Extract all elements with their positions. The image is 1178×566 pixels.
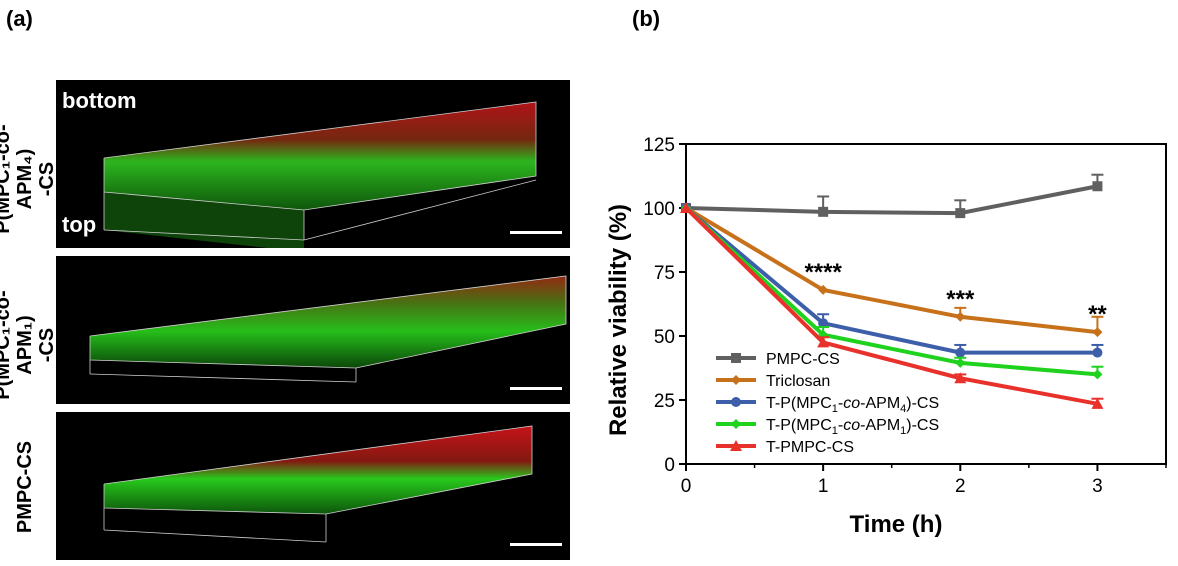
legend-swatch-marker [731, 397, 741, 407]
legend-swatch-marker [731, 353, 741, 363]
x-tick-label: 2 [955, 476, 966, 497]
y-tick-label: 75 [654, 263, 675, 284]
series-layer [680, 173, 1104, 409]
data-point [955, 208, 966, 219]
confocal-image-1: bottom top [56, 80, 570, 248]
y-axis-title: Relative viability (%) [605, 204, 632, 436]
data-point [1092, 347, 1103, 358]
series-0 [681, 173, 1104, 219]
confocal-render-3 [103, 425, 533, 543]
series-1 [681, 203, 1104, 338]
legend-text: - [838, 395, 843, 412]
legend-item-1: Triclosan [716, 373, 830, 390]
data-point [817, 336, 830, 348]
data-point [1092, 181, 1103, 192]
legend-text: T-P(MPC [766, 417, 832, 434]
significance-annotations: ********* [804, 259, 1107, 328]
legend-text: - [838, 417, 843, 434]
row-1-label-line2: -CS [36, 161, 58, 197]
legend-label: T-P(MPC1-co-APM4)-CS [766, 395, 939, 415]
panel-a-label: (a) [6, 6, 33, 31]
y-tick-label: 0 [664, 455, 675, 476]
orientation-label-bottom: bottom [62, 88, 137, 113]
x-tick-label: 1 [818, 476, 829, 497]
row-3-label-line1: PMPC-CS [14, 440, 36, 534]
x-tick-label: 0 [681, 476, 692, 497]
legend-text: )-CS [906, 395, 939, 412]
legend-text: -APM [860, 417, 900, 434]
legend-subscript: 4 [900, 403, 906, 415]
plot-frame [685, 143, 1167, 465]
legend-swatch-marker [731, 419, 741, 429]
significance-label: *** [946, 286, 975, 313]
legend-text: Triclosan [766, 373, 830, 390]
legend-text-italic: co [843, 395, 860, 412]
orientation-label-top: top [62, 212, 97, 237]
axis-ticks: 0 25 50 75 100 125 0 1 2 3 [643, 135, 1167, 497]
series-4 [680, 202, 1104, 409]
data-point [955, 357, 966, 368]
data-point [818, 206, 829, 217]
y-tick-label: 25 [654, 391, 675, 412]
legend-subscript: 1 [832, 403, 838, 415]
row-1-label-line1: P(MPC₁-co-APM₄) [0, 124, 36, 234]
panel-b-label: (b) [632, 6, 661, 31]
legend-swatch-marker [731, 375, 741, 385]
data-point [818, 284, 829, 295]
data-point [1092, 327, 1103, 338]
y-tick-label: 100 [643, 199, 675, 220]
legend-text: T-PMPC-CS [766, 439, 854, 456]
significance-label: **** [804, 259, 842, 286]
series-line [684, 206, 1098, 335]
data-point [955, 347, 966, 358]
x-axis-title: Time (h) [850, 511, 943, 538]
data-point [818, 318, 829, 329]
significance-label: ** [1088, 301, 1107, 328]
legend-subscript: 1 [832, 425, 838, 437]
legend-text: -APM [860, 395, 900, 412]
legend-text-italic: co [843, 417, 860, 434]
scale-bar-1 [510, 231, 562, 234]
chart-legend: PMPC-CSTriclosanT-P(MPC1-co-APM4)-CST-P(… [716, 351, 939, 456]
data-point [954, 372, 967, 384]
x-tick-label: 3 [1092, 476, 1103, 497]
series-line [684, 206, 1098, 355]
confocal-image-2 [56, 256, 570, 404]
series-2 [681, 203, 1104, 358]
row-2-label-line1: P(MPC₁-co-APM₁) [0, 290, 36, 400]
legend-text: T-P(MPC [766, 395, 832, 412]
confocal-render-1 [103, 101, 537, 248]
legend-label: Triclosan [766, 373, 830, 390]
legend-label: T-PMPC-CS [766, 439, 854, 456]
legend-subscript: 1 [900, 425, 906, 437]
legend-label: T-P(MPC1-co-APM1)-CS [766, 417, 939, 437]
confocal-render-2 [89, 275, 567, 383]
legend-item-4: T-PMPC-CS [716, 439, 854, 456]
plot-border [685, 143, 1167, 465]
row-2-label: P(MPC₁-co-APM₁) -CS [0, 270, 58, 420]
confocal-image-3 [56, 412, 570, 560]
legend-text: )-CS [906, 417, 939, 434]
y-tick-label: 50 [654, 327, 675, 348]
legend-item-2: T-P(MPC1-co-APM4)-CS [716, 395, 939, 415]
scale-bar-2 [510, 387, 562, 390]
row-2-label-line2: -CS [36, 327, 58, 363]
legend-swatch-marker [730, 440, 742, 451]
legend-item-0: PMPC-CS [716, 351, 840, 368]
scale-bar-3 [510, 543, 562, 546]
data-point [680, 202, 692, 213]
series-line [684, 206, 1098, 377]
data-point [1092, 369, 1103, 380]
y-tick-label: 125 [643, 135, 675, 156]
row-3-label: PMPC-CS [14, 412, 36, 562]
legend-label: PMPC-CS [766, 351, 840, 368]
data-point [955, 311, 966, 322]
legend-item-3: T-P(MPC1-co-APM1)-CS [716, 417, 939, 437]
data-point [1091, 397, 1104, 409]
row-1-label: P(MPC₁-co-APM₄) -CS [0, 104, 58, 254]
series-line [684, 206, 1098, 406]
series-line [685, 184, 1098, 216]
legend-text: PMPC-CS [766, 351, 840, 368]
